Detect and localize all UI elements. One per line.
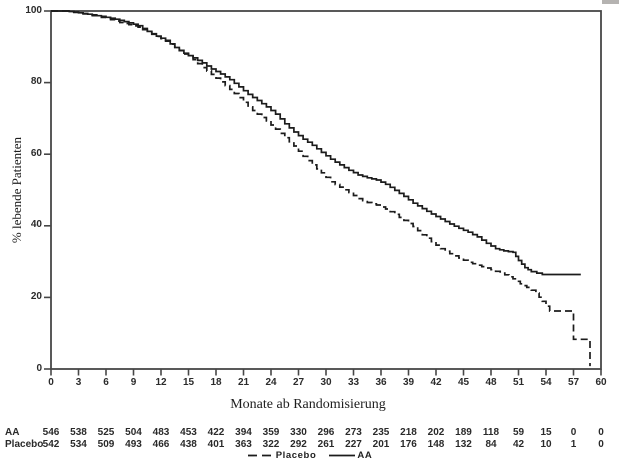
- x-tick-label: 30: [320, 377, 332, 388]
- x-tick-label: 12: [155, 377, 167, 388]
- risk-count-placebo: 438: [180, 439, 197, 450]
- risk-count-aa: 235: [372, 427, 390, 438]
- risk-count-placebo: 363: [235, 439, 252, 450]
- risk-count-aa: 525: [97, 427, 115, 438]
- aa-curve: [51, 10, 581, 276]
- risk-count-aa: 59: [512, 427, 525, 438]
- risk-count-placebo: 261: [317, 439, 335, 450]
- risk-count-placebo: 0: [598, 439, 604, 450]
- placebo-curve: [51, 10, 591, 367]
- risk-count-placebo: 42: [512, 439, 525, 450]
- risk-count-placebo: 1: [570, 439, 577, 450]
- x-tick-label: 0: [48, 377, 54, 388]
- risk-count-aa: 330: [290, 427, 307, 438]
- risk-count-placebo: 148: [427, 439, 445, 450]
- x-tick-label: 36: [375, 377, 387, 388]
- risk-count-placebo: 292: [290, 439, 307, 450]
- x-tick-label: 51: [512, 377, 525, 388]
- risk-count-aa: 273: [345, 427, 362, 438]
- x-tick-label: 21: [237, 377, 250, 388]
- risk-count-aa: 0: [570, 427, 577, 438]
- y-tick-label: 60: [30, 147, 42, 159]
- x-tick-label: 18: [210, 377, 222, 388]
- risk-count-placebo: 466: [152, 439, 170, 450]
- x-tick-label: 54: [540, 377, 552, 388]
- x-tick-label: 9: [130, 377, 137, 388]
- risk-row-label-placebo: Placebo: [5, 439, 44, 450]
- risk-count-aa: 0: [598, 427, 604, 438]
- x-tick-label: 15: [182, 377, 195, 388]
- x-tick-label: 45: [457, 377, 470, 388]
- legend-label: Placebo: [275, 450, 317, 461]
- legend-item-placebo: Placebo: [247, 450, 317, 461]
- risk-count-placebo: 84: [485, 439, 497, 450]
- x-tick-label: 24: [265, 377, 277, 388]
- plot-frame: [50, 10, 602, 370]
- risk-count-placebo: 401: [207, 439, 225, 450]
- risk-count-aa: 296: [317, 427, 335, 438]
- x-tick-label: 39: [402, 377, 415, 388]
- legend-label: AA: [357, 450, 373, 461]
- risk-count-placebo: 322: [262, 439, 280, 450]
- window-edge-artifact: [602, 0, 619, 4]
- risk-count-aa: 218: [400, 427, 417, 438]
- risk-count-placebo: 493: [125, 439, 142, 450]
- x-tick-label: 57: [567, 377, 580, 388]
- y-tick-label: 20: [30, 290, 42, 302]
- y-tick-label: 100: [25, 4, 42, 16]
- risk-count-aa: 453: [180, 427, 197, 438]
- y-axis-title: % lebende Patienten: [9, 136, 24, 244]
- risk-count-aa: 15: [540, 427, 552, 438]
- y-tick-label: 80: [30, 76, 42, 88]
- risk-count-aa: 538: [70, 427, 87, 438]
- risk-count-placebo: 176: [400, 439, 417, 450]
- risk-count-placebo: 534: [70, 439, 87, 450]
- risk-count-aa: 189: [455, 427, 472, 438]
- risk-count-placebo: 132: [455, 439, 472, 450]
- x-tick-label: 27: [292, 377, 305, 388]
- y-tick-label: 0: [36, 362, 42, 374]
- x-axis-title: Monate ab Randomisierung: [230, 397, 386, 412]
- x-tick-label: 3: [75, 377, 82, 388]
- risk-count-placebo: 201: [372, 439, 390, 450]
- y-tick-label: 40: [30, 219, 42, 231]
- x-tick-label: 60: [595, 377, 607, 388]
- risk-count-aa: 504: [125, 427, 142, 438]
- risk-count-placebo: 10: [540, 439, 552, 450]
- risk-count-aa: 483: [152, 427, 170, 438]
- risk-count-aa: 422: [207, 427, 225, 438]
- risk-count-aa: 202: [427, 427, 445, 438]
- risk-count-placebo: 509: [97, 439, 115, 450]
- x-tick-label: 42: [430, 377, 442, 388]
- x-tick-label: 33: [347, 377, 360, 388]
- x-tick-label: 48: [485, 377, 497, 388]
- legend-line-dashed: [247, 454, 274, 457]
- risk-row-label-aa: AA: [5, 427, 20, 438]
- legend-item-aa: AA: [328, 450, 372, 461]
- risk-count-aa: 546: [42, 427, 60, 438]
- risk-count-aa: 118: [482, 427, 500, 438]
- risk-count-placebo: 227: [345, 439, 362, 450]
- risk-count-placebo: 542: [42, 439, 60, 450]
- risk-count-aa: 359: [262, 427, 280, 438]
- risk-count-aa: 394: [235, 427, 252, 438]
- x-tick-label: 6: [103, 377, 109, 388]
- legend: Placebo AA: [0, 450, 619, 461]
- legend-line-solid: [329, 454, 356, 457]
